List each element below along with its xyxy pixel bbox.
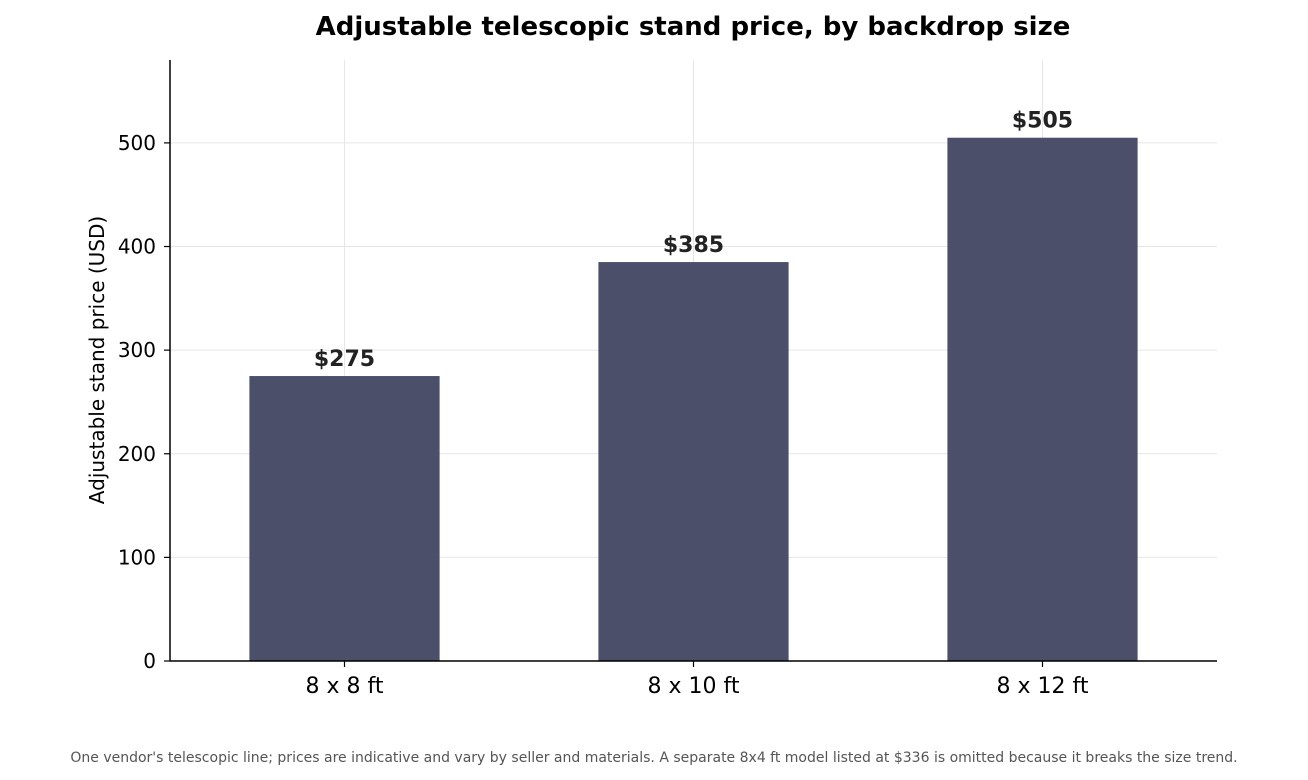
y-tick-label: 0 xyxy=(143,649,156,673)
x-tick-label: 8 x 12 ft xyxy=(997,674,1089,699)
y-tick-label: 100 xyxy=(118,545,156,569)
y-tick-label: 400 xyxy=(118,235,156,259)
bar-value-label: $385 xyxy=(663,233,724,258)
bars xyxy=(249,137,1138,661)
y-tick-label: 200 xyxy=(118,442,156,466)
y-tick-label: 300 xyxy=(118,338,156,362)
chart-footnote: One vendor's telescopic line; prices are… xyxy=(70,750,1237,766)
y-tick-label: 500 xyxy=(118,131,156,155)
x-tick-label: 8 x 8 ft xyxy=(306,674,384,699)
chart-title: Adjustable telescopic stand price, by ba… xyxy=(316,12,1071,42)
value-labels: $275 $385 $505 xyxy=(314,109,1073,372)
bar xyxy=(249,376,440,661)
x-tick-label: 8 x 10 ft xyxy=(648,674,740,699)
x-ticks: 8 x 8 ft 8 x 10 ft 8 x 12 ft xyxy=(306,661,1089,699)
bar-value-label: $505 xyxy=(1012,109,1073,134)
bar-value-label: $275 xyxy=(314,347,375,372)
y-ticks: 0 100 200 300 400 500 xyxy=(118,131,170,673)
bar xyxy=(947,137,1138,661)
y-axis-label: Adjustable stand price (USD) xyxy=(85,216,109,504)
bar xyxy=(598,262,789,661)
